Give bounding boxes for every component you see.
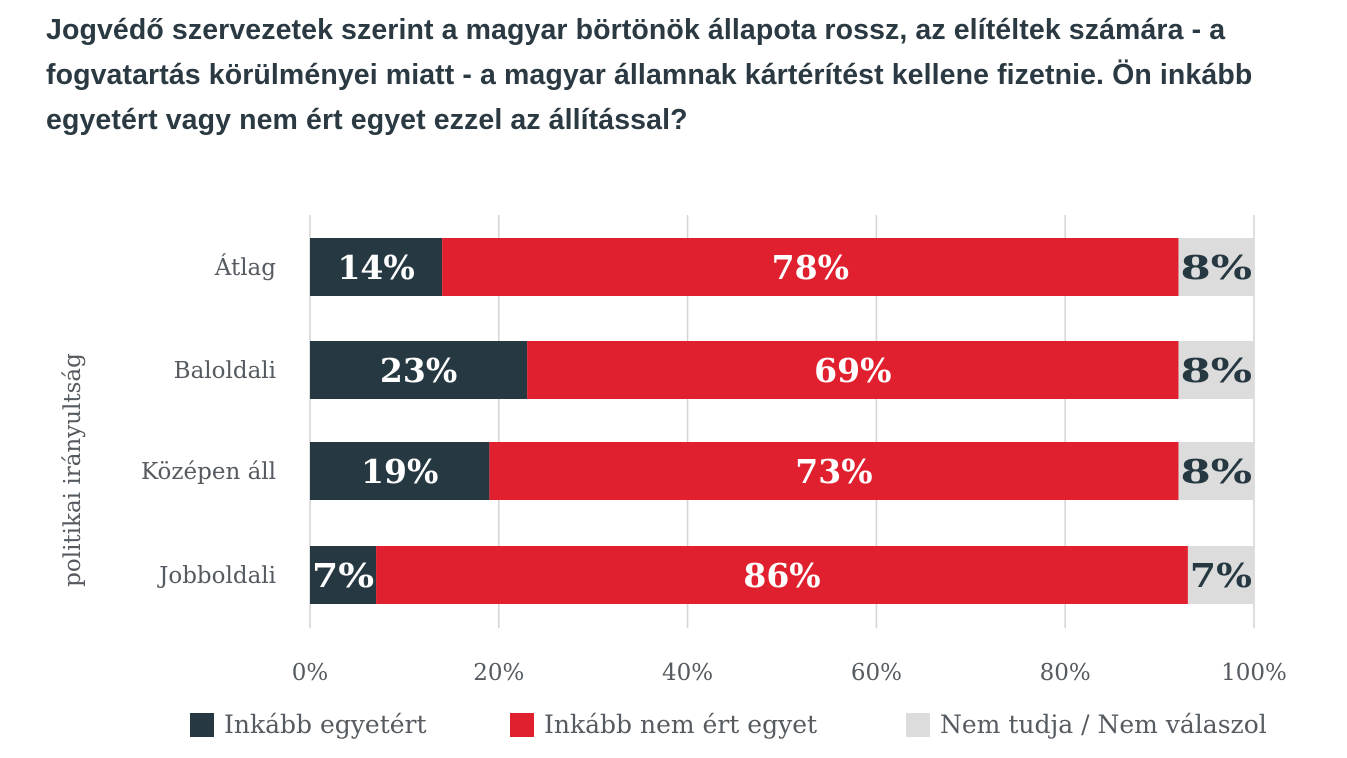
y-axis-title: politikai irányultság [60,353,86,587]
category-label: Középen áll [141,459,276,485]
bar-segment-unknown [1187,546,1254,604]
data-label-unknown: 8% [1180,452,1252,491]
bar-segment-disagree [489,442,1179,500]
x-tick-label: 0% [292,660,329,686]
legend-swatch-agree [190,712,214,737]
bar-segment-unknown [1178,238,1254,296]
category-label: Átlag [214,254,277,281]
bar-segment-unknown [1178,341,1254,399]
data-label-disagree: 78% [772,248,849,287]
bar-segment-agree [310,442,490,500]
x-tick-label: 60% [851,660,902,686]
legend-label-disagree: Inkább nem ért egyet [544,710,818,739]
data-label-unknown: 7% [1190,556,1252,595]
data-label-agree: 23% [380,351,457,390]
data-label-disagree: 73% [795,452,872,491]
data-label-agree: 14% [337,248,414,287]
legend-label-unknown: Nem tudja / Nem válaszol [940,710,1267,739]
bar-segment-agree [310,238,443,296]
legend-swatch-unknown [906,712,930,737]
data-label-agree: 7% [312,556,374,595]
bar-segment-disagree [442,238,1179,296]
bar-segment-unknown [1178,442,1254,500]
legend-item-unknown: Nem tudja / Nem válaszol [906,710,1267,739]
chart-title: Jogvédő szervezetek szerint a magyar bör… [46,14,1253,136]
bar-segment-agree [310,341,528,399]
legend-label-agree: Inkább egyetért [224,710,427,739]
x-tick-label: 100% [1221,660,1287,686]
category-label: Baloldali [174,358,276,384]
data-label-unknown: 8% [1180,248,1252,287]
data-label-unknown: 8% [1180,351,1252,390]
bar-segment-disagree [527,341,1179,399]
legend-swatch-disagree [510,712,534,737]
x-tick-label: 80% [1040,660,1091,686]
x-tick-label: 40% [662,660,713,686]
data-label-agree: 19% [361,452,438,491]
bar-segment-agree [310,546,377,604]
x-tick-label: 20% [473,660,524,686]
chart-legend: Inkább egyetért Inkább nem ért egyet Nem… [0,700,1347,750]
legend-item-disagree: Inkább nem ért egyet [510,710,817,739]
bar-segment-disagree [376,546,1188,604]
stacked-bar-chart: 0% 20% 40% 60% 80% 100% politikai irányultság Á… [60,215,1287,686]
category-label: Jobboldali [157,563,276,589]
data-label-disagree: 86% [743,556,820,595]
legend-item-agree: Inkább egyetért [190,710,427,739]
data-label-disagree: 69% [814,351,891,390]
